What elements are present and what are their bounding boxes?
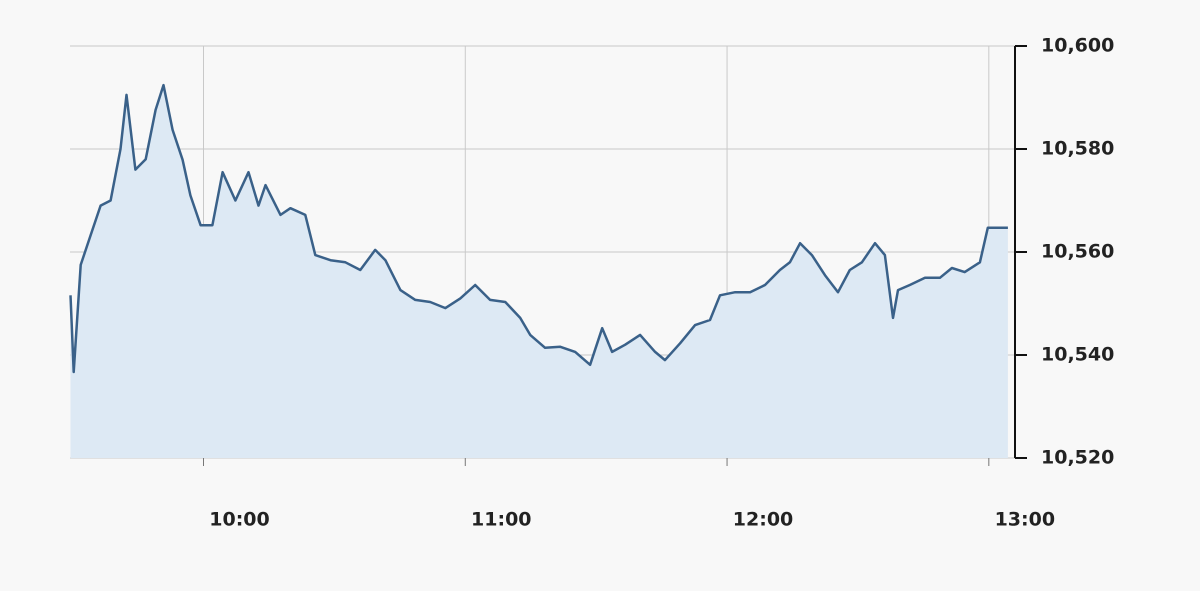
area-fill: [70, 85, 1008, 458]
x-tick-label: 13:00: [995, 509, 1055, 531]
y-tick-label: 10,580: [1041, 138, 1114, 160]
x-tick-label: 12:00: [733, 509, 793, 531]
x-tick-label: 11:00: [471, 509, 531, 531]
y-tick-label: 10,600: [1041, 35, 1114, 57]
y-tick-label: 10,540: [1041, 344, 1114, 366]
y-tick-label: 10,520: [1041, 447, 1114, 469]
price-line: [69, 83, 1008, 374]
x-tick-label: 10:00: [209, 509, 269, 531]
y-tick-label: 10,560: [1041, 241, 1114, 263]
